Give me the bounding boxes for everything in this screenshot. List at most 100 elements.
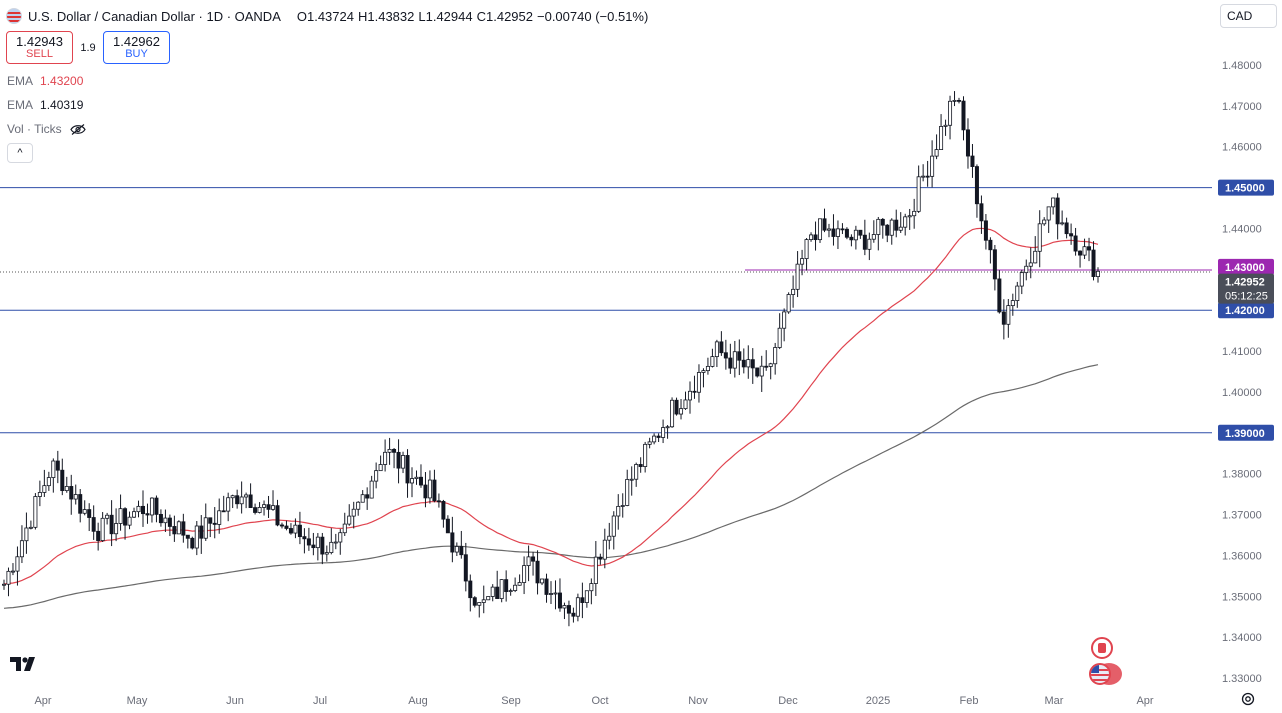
candle-body[interactable] bbox=[42, 485, 47, 493]
candle-body[interactable] bbox=[123, 508, 128, 526]
candle-body[interactable] bbox=[643, 443, 648, 467]
candle-body[interactable] bbox=[656, 435, 661, 438]
candle-body[interactable] bbox=[531, 556, 536, 562]
candle-body[interactable] bbox=[557, 592, 562, 609]
candle-body[interactable] bbox=[275, 505, 280, 526]
candle-body[interactable] bbox=[230, 495, 235, 499]
candle-body[interactable] bbox=[737, 351, 742, 361]
candle-body[interactable] bbox=[584, 590, 589, 603]
candle-body[interactable] bbox=[338, 532, 343, 543]
candle-body[interactable] bbox=[598, 556, 603, 560]
candle-body[interactable] bbox=[826, 228, 831, 231]
candle-body[interactable] bbox=[463, 554, 468, 582]
candle-body[interactable] bbox=[441, 500, 446, 520]
symbol-title[interactable]: U.S. Dollar / Canadian Dollar · 1D · OAN… bbox=[28, 8, 281, 24]
candle-body[interactable] bbox=[2, 583, 7, 586]
candle-body[interactable] bbox=[6, 570, 11, 585]
candle-body[interactable] bbox=[347, 515, 352, 525]
candle-body[interactable] bbox=[163, 517, 168, 524]
candle-body[interactable] bbox=[51, 460, 56, 478]
candle-body[interactable] bbox=[185, 534, 190, 539]
candle-body[interactable] bbox=[813, 234, 818, 241]
candle-body[interactable] bbox=[288, 528, 293, 534]
candle-body[interactable] bbox=[844, 228, 849, 238]
candle-body[interactable] bbox=[513, 584, 518, 591]
candle-body[interactable] bbox=[194, 525, 199, 549]
candle-body[interactable] bbox=[468, 580, 473, 599]
candle-body[interactable] bbox=[1019, 272, 1024, 287]
candle-body[interactable] bbox=[786, 294, 791, 313]
candle-body[interactable] bbox=[315, 536, 320, 549]
candle-body[interactable] bbox=[158, 513, 163, 524]
candle-body[interactable] bbox=[140, 505, 145, 515]
candle-body[interactable] bbox=[849, 236, 854, 241]
candle-body[interactable] bbox=[580, 597, 585, 603]
candle-body[interactable] bbox=[1046, 206, 1051, 221]
candle-body[interactable] bbox=[351, 508, 356, 517]
candle-body[interactable] bbox=[629, 478, 634, 481]
candle-body[interactable] bbox=[1064, 222, 1069, 235]
candle-body[interactable] bbox=[410, 478, 415, 484]
candle-body[interactable] bbox=[149, 497, 154, 516]
candle-body[interactable] bbox=[1073, 235, 1078, 252]
candle-body[interactable] bbox=[167, 517, 172, 527]
gear-icon[interactable] bbox=[1240, 691, 1256, 707]
candle-body[interactable] bbox=[638, 464, 643, 467]
candle-body[interactable] bbox=[705, 365, 710, 372]
candle-body[interactable] bbox=[360, 494, 365, 503]
candle-body[interactable] bbox=[903, 216, 908, 228]
candle-body[interactable] bbox=[504, 579, 509, 592]
candle-body[interactable] bbox=[127, 516, 132, 526]
candle-body[interactable] bbox=[732, 351, 737, 369]
candle-body[interactable] bbox=[472, 597, 477, 606]
candle-body[interactable] bbox=[535, 560, 540, 584]
candle-body[interactable] bbox=[33, 496, 38, 528]
candle-body[interactable] bbox=[759, 365, 764, 377]
ema-fast-line[interactable] bbox=[3, 227, 1099, 585]
candle-body[interactable] bbox=[925, 175, 930, 178]
candle-body[interactable] bbox=[800, 258, 805, 265]
candle-body[interactable] bbox=[490, 586, 495, 597]
candle-body[interactable] bbox=[87, 509, 92, 518]
candle-body[interactable] bbox=[1096, 270, 1101, 277]
candle-body[interactable] bbox=[809, 234, 814, 240]
candle-body[interactable] bbox=[392, 448, 397, 453]
candle-body[interactable] bbox=[418, 476, 423, 486]
candle-body[interactable] bbox=[329, 541, 334, 553]
candle-body[interactable] bbox=[96, 530, 101, 541]
candle-body[interactable] bbox=[1078, 250, 1083, 256]
candle-body[interactable] bbox=[822, 218, 827, 231]
candle-body[interactable] bbox=[82, 509, 87, 514]
ema-slow-line[interactable] bbox=[3, 364, 1099, 609]
candle-body[interactable] bbox=[450, 532, 455, 553]
candle-body[interactable] bbox=[378, 464, 383, 472]
candle-body[interactable] bbox=[952, 99, 957, 102]
sell-button[interactable]: 1.42943 SELL bbox=[6, 31, 73, 64]
candle-body[interactable] bbox=[696, 372, 701, 393]
candle-body[interactable] bbox=[432, 479, 437, 502]
candle-body[interactable] bbox=[818, 218, 823, 241]
candle-body[interactable] bbox=[257, 507, 262, 513]
candle-body[interactable] bbox=[593, 556, 598, 584]
candle-body[interactable] bbox=[100, 517, 105, 541]
candle-body[interactable] bbox=[423, 484, 428, 499]
candle-body[interactable] bbox=[427, 479, 432, 499]
candle-body[interactable] bbox=[253, 507, 258, 513]
candle-body[interactable] bbox=[611, 515, 616, 537]
candle-body[interactable] bbox=[454, 546, 459, 553]
us-flag-icon[interactable] bbox=[1089, 663, 1111, 685]
candle-body[interactable] bbox=[997, 278, 1002, 313]
candle-body[interactable] bbox=[992, 249, 997, 280]
candle-body[interactable] bbox=[396, 451, 401, 469]
candle-body[interactable] bbox=[342, 523, 347, 534]
candle-body[interactable] bbox=[15, 556, 20, 572]
candle-body[interactable] bbox=[1028, 262, 1033, 267]
candle-body[interactable] bbox=[701, 370, 706, 373]
candle-body[interactable] bbox=[1001, 311, 1006, 325]
candle-body[interactable] bbox=[508, 590, 513, 592]
candle-body[interactable] bbox=[64, 486, 69, 492]
candle-body[interactable] bbox=[988, 239, 993, 251]
candle-body[interactable] bbox=[710, 356, 715, 367]
candle-body[interactable] bbox=[768, 363, 773, 367]
